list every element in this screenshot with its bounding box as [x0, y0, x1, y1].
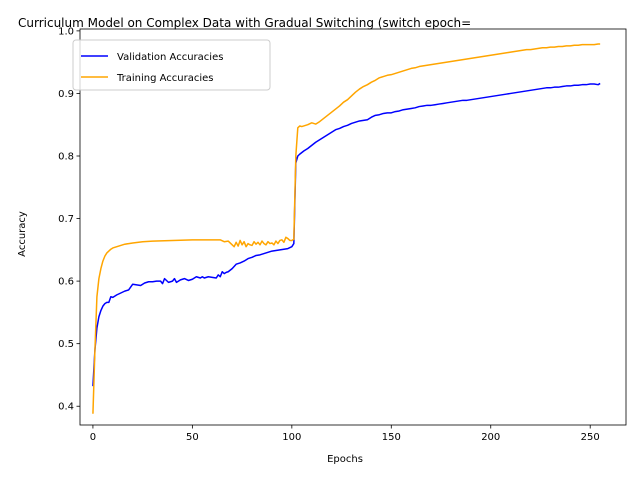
y-tick-label: 0.5	[58, 339, 74, 350]
y-tick-label: 0.8	[58, 151, 74, 162]
x-tick-label: 0	[90, 432, 96, 443]
x-axis-label: Epochs	[327, 454, 363, 465]
legend: Validation Accuracies Training Accuracie…	[72, 39, 271, 91]
series-line-validation	[92, 82, 601, 387]
legend-label-training: Training Accuracies	[116, 73, 214, 84]
axes: 0 50 100 150 200 250 0.4 0.5 0.6 0.7 0.8 0.9 1.0	[58, 26, 627, 443]
y-tick-label: 0.7	[58, 214, 74, 225]
y-tick-label: 1.0	[58, 26, 74, 37]
x-tick-label: 50	[186, 432, 199, 443]
plot-area	[92, 43, 601, 414]
series-line-training	[92, 43, 601, 414]
y-tick-label: 0.6	[58, 277, 74, 288]
legend-box	[72, 39, 271, 91]
y-tick-label: 0.4	[58, 402, 74, 413]
x-tick-label: 150	[382, 432, 401, 443]
axes-frame	[79, 28, 627, 426]
x-tick-label: 250	[581, 432, 600, 443]
x-tick-label: 100	[282, 432, 301, 443]
y-axis-label: Accuracy	[17, 211, 28, 257]
legend-label-validation: Validation Accuracies	[117, 52, 223, 63]
x-tick-label: 200	[481, 432, 500, 443]
chart-title: Curriculum Model on Complex Data with Gr…	[18, 16, 471, 30]
y-tick-label: 0.9	[58, 89, 74, 100]
